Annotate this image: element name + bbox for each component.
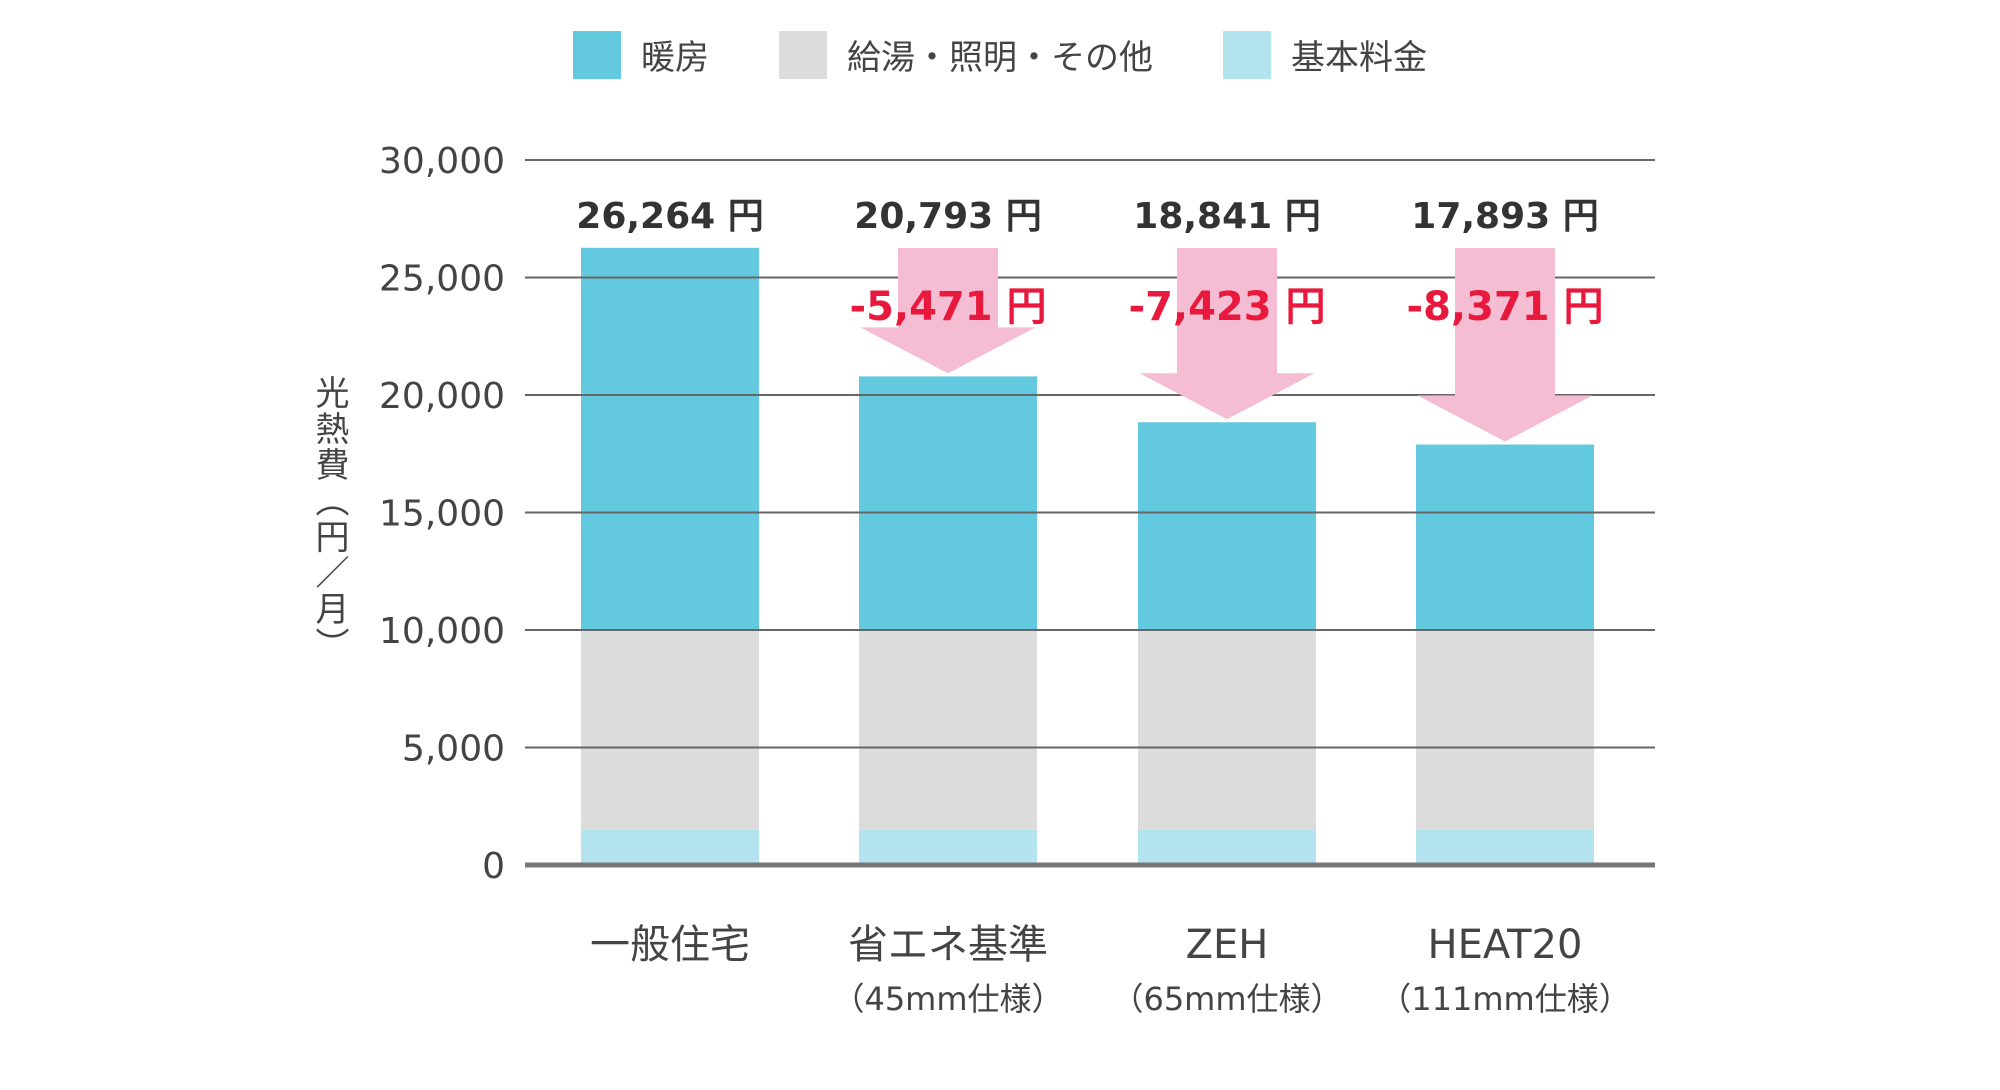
bar-segment-2-0	[581, 247, 759, 630]
savings-arrow-3	[1417, 248, 1593, 442]
category-sublabel-3: （111mm仕様）	[1379, 980, 1630, 1018]
category-sublabel-2: （65mm仕様）	[1111, 980, 1342, 1018]
legend: 暖房 給湯・照明・その他 基本料金	[0, 30, 2000, 79]
y-tick-label: 5,000	[402, 729, 505, 770]
category-sublabel-1: （45mm仕様）	[832, 980, 1063, 1018]
legend-label-basic-charge: 基本料金	[1291, 38, 1427, 78]
bar-segment-0-1	[859, 829, 1037, 865]
y-tick-label: 30,000	[379, 141, 505, 182]
total-label-1: 20,793 円	[854, 196, 1041, 237]
bar-segment-1-3	[1416, 630, 1594, 830]
legend-swatch-heating	[573, 30, 621, 79]
savings-label-2: -7,423 円	[1128, 284, 1325, 330]
category-label-3: HEAT20	[1428, 922, 1583, 968]
y-tick-label: 15,000	[379, 494, 505, 535]
y-tick-label: 10,000	[379, 611, 505, 652]
savings-label-1: -5,471 円	[849, 284, 1046, 330]
bar-segment-1-2	[1138, 630, 1316, 830]
savings-arrow-2	[1139, 248, 1315, 420]
savings-arrow-1	[860, 248, 1036, 374]
y-tick-label: 20,000	[379, 376, 505, 417]
y-tick-label: 25,000	[379, 259, 505, 300]
bar-segment-2-2	[1138, 422, 1316, 630]
y-tick-label: 0	[482, 846, 505, 887]
total-label-2: 18,841 円	[1133, 196, 1320, 237]
y-axis-label: 光熱費（円／月）	[309, 375, 349, 663]
legend-swatch-hotwater-lighting-other	[779, 30, 827, 79]
bar-segment-0-2	[1138, 829, 1316, 865]
total-label-3: 17,893 円	[1411, 196, 1598, 237]
bar-segment-2-1	[859, 376, 1037, 630]
category-label-1: 省エネ基準	[848, 922, 1048, 968]
total-label-0: 26,264 円	[576, 196, 763, 237]
legend-item-basic-charge: 基本料金	[1223, 30, 1427, 79]
bar-segment-0-0	[581, 829, 759, 865]
legend-swatch-basic-charge	[1223, 30, 1271, 79]
bar-segment-1-0	[581, 630, 759, 830]
legend-item-hotwater-lighting-other: 給湯・照明・その他	[779, 30, 1153, 79]
legend-item-heating: 暖房	[573, 30, 709, 79]
category-label-0: 一般住宅	[590, 922, 750, 968]
legend-label-hotwater-lighting-other: 給湯・照明・その他	[847, 38, 1153, 78]
bar-segment-2-3	[1416, 444, 1594, 630]
bar-segment-1-1	[859, 630, 1037, 830]
legend-label-heating: 暖房	[641, 38, 709, 78]
bar-segment-0-3	[1416, 829, 1594, 865]
category-label-2: ZEH	[1186, 922, 1269, 968]
savings-label-3: -8,371 円	[1406, 284, 1603, 330]
